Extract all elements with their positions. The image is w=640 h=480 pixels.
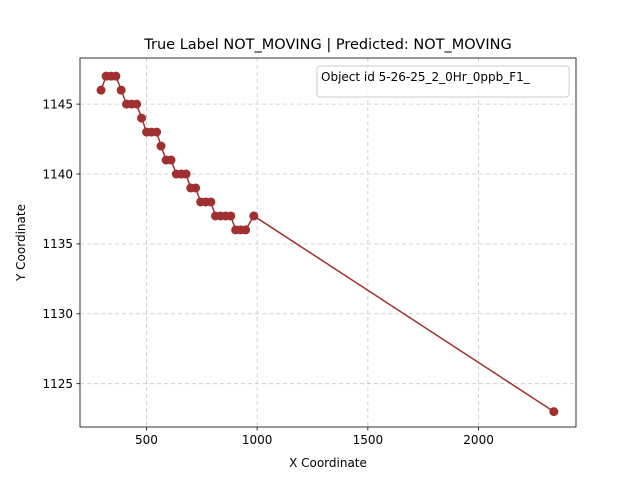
legend: Object id 5-26-25_2_0Hr_0ppb_F1_ <box>316 65 570 98</box>
series-layer <box>96 71 559 417</box>
data-point <box>116 85 126 95</box>
y-tick-label: 1135 <box>42 237 73 251</box>
x-tick-label: 500 <box>135 433 158 447</box>
x-tick-label: 2000 <box>463 433 494 447</box>
x-axis-ticks: 500 1000 1500 2000 <box>135 427 494 447</box>
plot-frame <box>79 57 577 428</box>
y-axis-label: Y Coordinate <box>14 204 28 282</box>
y-tick-label: 1145 <box>42 97 73 111</box>
data-point <box>132 99 142 109</box>
legend-label: Object id 5-26-25_2_0Hr_0ppb_F1_ <box>321 70 531 84</box>
chart-title: True Label NOT_MOVING | Predicted: NOT_M… <box>143 37 511 53</box>
legend-box <box>316 65 570 98</box>
data-point <box>166 155 176 165</box>
x-axis-label: X Coordinate <box>289 456 367 470</box>
data-point <box>111 71 121 81</box>
data-point <box>241 225 251 235</box>
data-point <box>249 211 259 221</box>
data-point <box>96 85 106 95</box>
x-tick-label: 1500 <box>353 433 384 447</box>
data-point <box>152 127 162 137</box>
data-point <box>226 211 236 221</box>
y-tick-label: 1140 <box>42 167 73 181</box>
data-point <box>191 183 201 193</box>
data-point <box>156 141 166 151</box>
grid-lines <box>80 58 576 427</box>
data-point <box>549 407 559 417</box>
data-point <box>137 113 147 123</box>
y-tick-label: 1125 <box>42 377 73 391</box>
y-tick-label: 1130 <box>42 307 73 321</box>
data-point <box>181 169 191 179</box>
y-axis-ticks: 1125 1130 1135 1140 1145 <box>42 97 80 391</box>
data-point <box>206 197 216 207</box>
x-tick-label: 1000 <box>242 433 273 447</box>
